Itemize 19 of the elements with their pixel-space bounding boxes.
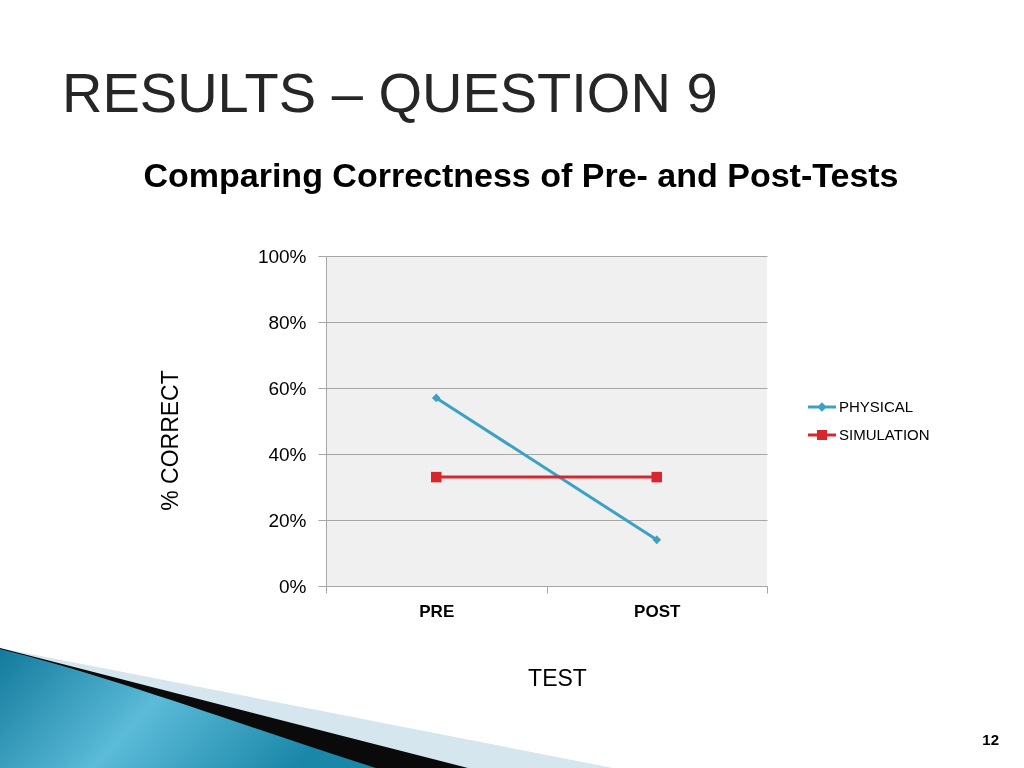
chart-subtitle: Comparing Correctness of Pre- and Post-Tests [142, 156, 900, 194]
y-tick-label: 80% [268, 311, 307, 333]
legend-label: PHYSICAL [839, 398, 914, 415]
y-tick-label: 60% [268, 377, 307, 399]
y-tick-label: 20% [268, 509, 307, 531]
text: 12 [982, 731, 999, 748]
x-tick-label: POST [634, 601, 681, 621]
x-axis-title: TEST [528, 664, 587, 691]
point [651, 471, 662, 483]
chart-title: RESULTS – QUESTION 9 [62, 61, 718, 124]
point [431, 471, 442, 483]
y-tick-label: 0% [279, 575, 307, 597]
y-axis-title: % CORRECT [156, 370, 183, 511]
point [431, 393, 441, 403]
legend-label: SIMULATION [839, 426, 930, 443]
x-tick-label: PRE [419, 601, 455, 621]
y-tick-label: 100% [257, 245, 307, 267]
point [652, 535, 662, 545]
y-tick-label: 40% [268, 443, 307, 465]
